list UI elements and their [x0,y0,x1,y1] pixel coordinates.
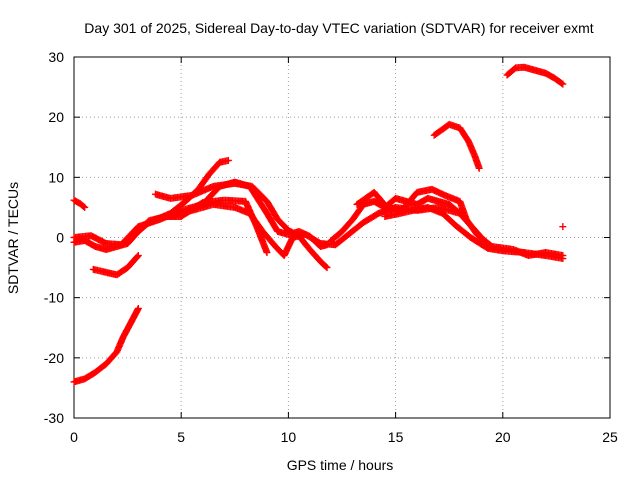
data-point [322,263,330,271]
series-s10 [353,185,567,260]
series-s12 [430,120,483,172]
data-point [134,304,142,312]
y-axis-label: SDTVAR / TECUs [5,182,21,294]
data-point [323,264,331,272]
y-tick-label: -30 [44,410,64,426]
y-tick-label: 20 [48,109,64,125]
data-point [133,253,141,261]
x-tick-label: 5 [177,429,185,445]
series-s11 [381,203,567,263]
y-tick-label: -20 [44,350,64,366]
x-tick-label: 15 [388,429,404,445]
chart-title: Day 301 of 2025, Sidereal Day-to-day VTE… [84,20,593,36]
x-tick-label: 20 [495,429,511,445]
data-point [134,252,142,260]
series-s13 [503,63,567,88]
x-tick-label: 0 [70,429,78,445]
data-point [263,249,271,257]
axis-ticks: 0 5 10 15 20 25 -30 -20 -10 0 10 20 30 [44,49,618,445]
y-tick-label: -10 [44,290,64,306]
data-layer [70,63,567,386]
data-point [80,203,88,211]
data-point [475,164,483,172]
y-tick-label: 30 [48,49,64,65]
data-point [81,203,89,211]
data-point [559,255,567,263]
x-tick-label: 10 [281,429,297,445]
data-point [558,79,566,87]
x-tick-label: 25 [602,429,618,445]
x-axis-label: GPS time / hours [287,457,394,473]
series-s14 [559,223,567,231]
series-s2 [70,304,142,386]
series-s8 [166,200,464,260]
y-tick-label: 10 [48,169,64,185]
series-s5 [89,252,142,279]
data-point [559,80,567,88]
y-tick-label: 0 [56,230,64,246]
series-s7 [151,179,331,272]
data-point [224,156,232,164]
data-point [559,223,567,231]
series-s1 [70,196,89,211]
series-s3 [70,196,271,257]
